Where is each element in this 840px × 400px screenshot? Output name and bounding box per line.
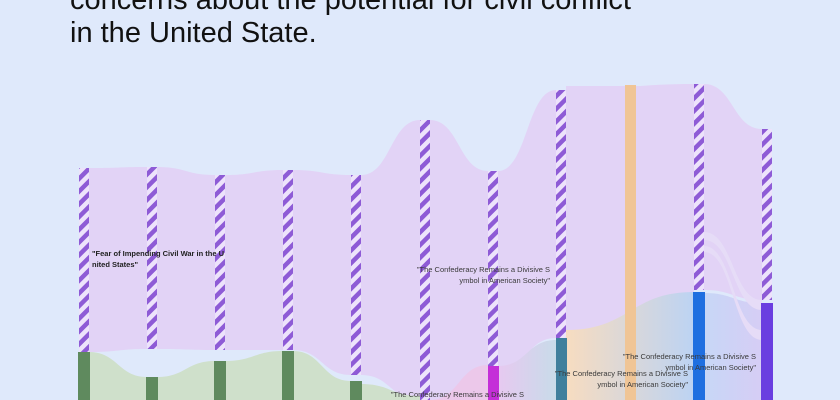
headline-line-2: in the United State. — [70, 17, 317, 49]
striped-purple-node — [694, 84, 704, 290]
purple-flow-strand — [704, 232, 762, 310]
magenta-node — [488, 366, 499, 400]
green-flow-band — [225, 351, 283, 400]
green-node — [146, 377, 158, 400]
green-node — [78, 352, 90, 400]
striped-purple-node — [351, 175, 361, 375]
purple-flow-band — [89, 167, 147, 352]
purple-flow-strand — [704, 246, 762, 340]
green-node — [282, 351, 294, 400]
striped-purple-node — [283, 170, 293, 350]
striped-purple-node — [147, 167, 157, 349]
green-flow-band — [89, 352, 147, 400]
purple-flow-band — [498, 90, 556, 370]
green-node — [350, 381, 362, 400]
striped-purple-node — [420, 120, 430, 400]
striped-purple-node — [215, 175, 225, 350]
purple-flow-band — [157, 167, 215, 350]
violet-node — [761, 303, 773, 400]
green-flow-band — [293, 351, 351, 400]
purple-flow-band — [430, 120, 488, 400]
purple-flow-band — [225, 170, 283, 350]
teal-node — [556, 338, 567, 400]
headline-line-1: concerns about the potential for civil c… — [70, 0, 631, 16]
purple-flow-band — [293, 170, 351, 375]
purple-flow-band — [361, 120, 420, 400]
orange-node — [625, 85, 636, 400]
green-node — [214, 361, 226, 400]
green-flow-band — [157, 361, 215, 400]
blue-violet-flow-band — [704, 293, 762, 400]
magenta-flow-band — [498, 340, 556, 400]
label-confederacy-4: "The Confederacy Remains a Divisive S — [391, 390, 524, 399]
striped-purple-node — [556, 90, 566, 338]
striped-purple-node — [762, 129, 772, 300]
striped-purple-node — [488, 171, 498, 370]
magenta-flow-band — [430, 365, 488, 400]
sankey-nodes — [78, 84, 773, 400]
striped-purple-node — [79, 168, 89, 352]
blue-node — [693, 292, 705, 400]
green-flow-band — [361, 384, 420, 400]
